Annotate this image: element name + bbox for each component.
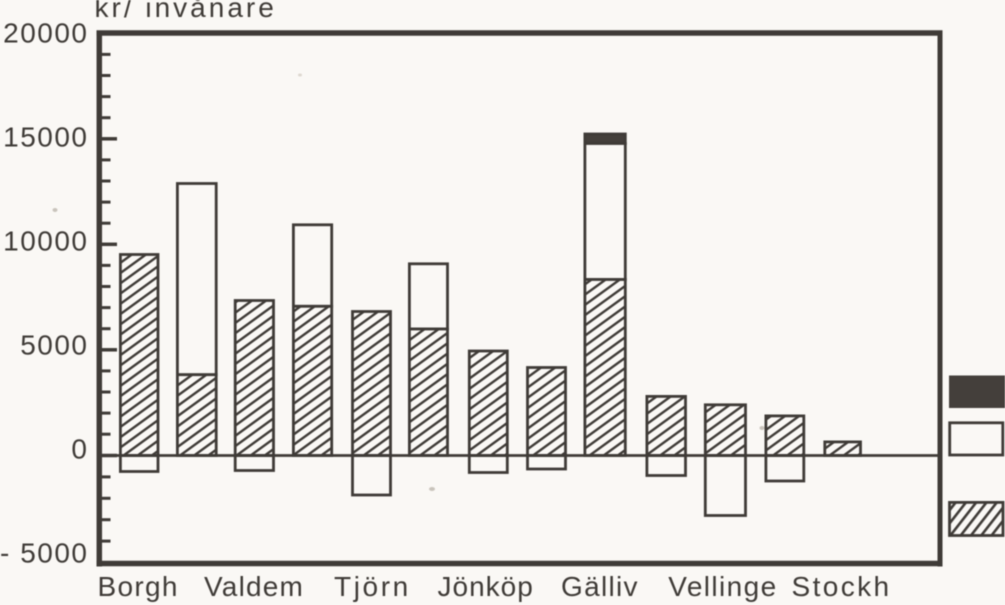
svg-text:Borgh: Borgh [98, 571, 179, 602]
svg-text:5000: 5000 [20, 538, 88, 569]
svg-text:5000: 5000 [20, 330, 88, 361]
svg-text:10000: 10000 [3, 226, 88, 257]
svg-text:Jönköp: Jönköp [438, 571, 534, 602]
svg-text:15000: 15000 [3, 122, 88, 153]
svg-text:Tjörn: Tjörn [334, 571, 411, 602]
svg-text:-: - [0, 538, 9, 569]
svg-text:Gälliv: Gälliv [561, 571, 639, 602]
svg-text:Stockh: Stockh [792, 571, 892, 602]
svg-text:0: 0 [71, 434, 88, 465]
svg-text:Valdem: Valdem [204, 571, 304, 602]
svg-text:Vellinge: Vellinge [668, 571, 777, 602]
svg-text:20000: 20000 [3, 18, 88, 49]
svg-text:kr/ invånare: kr/ invånare [95, 0, 277, 23]
